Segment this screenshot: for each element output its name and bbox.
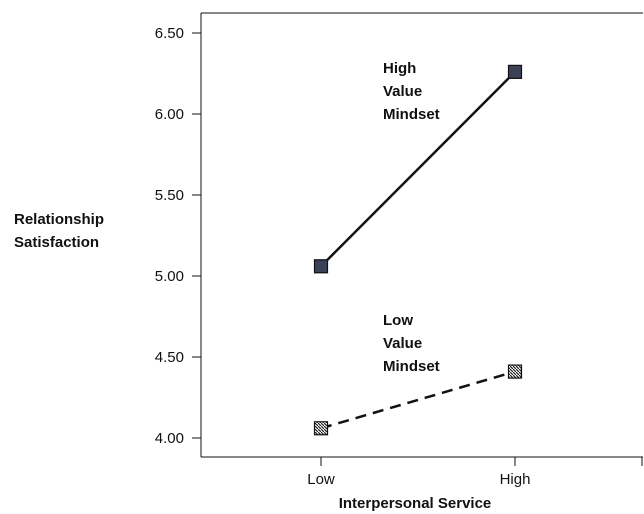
x-tick-label: High [500, 471, 531, 488]
line-high-value-mindset [320, 70, 516, 268]
y-axis-title-line-1: Relationship [14, 211, 104, 228]
series-label-low-line-1: Low [383, 312, 413, 329]
line-low-value-mindset [320, 370, 516, 430]
x-tick-label: Low [307, 471, 335, 488]
series-label-high-line-2: Value [383, 83, 422, 100]
y-tick-label: 6.50 [155, 25, 184, 42]
series-lines [320, 70, 516, 430]
series-label-low-line-2: Value [383, 335, 422, 352]
y-axis-ticks: 4.00 4.50 5.00 5.50 6.00 6.50 [155, 25, 201, 447]
y-tick-label: 5.50 [155, 187, 184, 204]
marker-high-value-high [507, 64, 523, 79]
series-markers [313, 64, 523, 436]
series-label-high-line-3: Mindset [383, 106, 440, 123]
marker-low-value-low [313, 421, 329, 436]
series-label-low-line-3: Mindset [383, 358, 440, 375]
y-tick-label: 6.00 [155, 106, 184, 123]
series-label-high-line-1: High [383, 60, 416, 77]
marker-high-value-low [313, 259, 329, 274]
marker-low-value-high [507, 364, 523, 379]
x-axis-title: Interpersonal Service [339, 495, 492, 512]
y-tick-label: 5.00 [155, 268, 184, 285]
series-label-low-value-mindset: Low Value Mindset [383, 312, 440, 375]
x-axis-ticks: Low High [307, 457, 643, 488]
y-tick-label: 4.00 [155, 430, 184, 447]
y-axis-title-line-2: Satisfaction [14, 234, 99, 251]
y-tick-label: 4.50 [155, 349, 184, 366]
series-label-high-value-mindset: High Value Mindset [383, 60, 440, 123]
plot-frame [200, 12, 643, 458]
